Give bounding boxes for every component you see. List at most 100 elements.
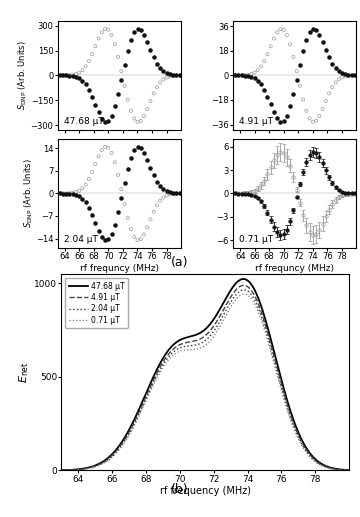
0.71 μT: [194, 346, 199, 352]
Point: [80, 77, 85, 85]
Point: [307, 28, 312, 37]
Point: [248, 72, 254, 81]
Point: [141, 230, 147, 238]
Point: [154, 59, 160, 68]
Point: [303, 107, 309, 115]
Point: [333, 64, 338, 72]
Point: [329, 59, 335, 68]
Point: [274, 28, 280, 37]
Point: [177, 189, 183, 197]
Point: [76, 192, 82, 201]
Point: [232, 71, 238, 80]
Point: [144, 156, 150, 164]
Point: [60, 71, 66, 80]
Point: [63, 189, 69, 197]
Y-axis label: $S_{\mathrm{DNP}}$ (Arb. Units): $S_{\mathrm{DNP}}$ (Arb. Units): [17, 40, 29, 110]
Y-axis label: $S_{\mathrm{DNP}}$ (Arb. Units): $S_{\mathrm{DNP}}$ (Arb. Units): [22, 159, 35, 229]
4.91 μT: [356, 467, 360, 474]
Point: [161, 67, 166, 75]
4.91 μT: [58, 467, 62, 474]
Point: [83, 80, 89, 88]
Point: [67, 190, 72, 198]
Line: 4.91 μT: 4.91 μT: [44, 285, 358, 470]
4.91 μT: [42, 467, 46, 474]
Point: [170, 71, 176, 79]
Point: [170, 72, 176, 80]
Point: [326, 89, 332, 98]
Text: (b): (b): [171, 483, 189, 496]
Point: [83, 180, 89, 189]
Point: [93, 42, 98, 50]
2.04 μT: [356, 467, 360, 474]
Point: [112, 158, 118, 166]
Point: [297, 82, 303, 90]
Point: [135, 236, 140, 245]
2.04 μT: [42, 467, 46, 474]
Point: [323, 45, 329, 54]
2.04 μT: [289, 416, 293, 422]
2.04 μT: [346, 467, 351, 473]
Point: [339, 73, 345, 82]
Point: [76, 74, 82, 82]
Point: [96, 152, 102, 160]
Point: [232, 71, 238, 80]
Point: [167, 72, 173, 81]
Point: [287, 40, 293, 49]
Point: [287, 102, 293, 111]
Point: [105, 235, 111, 244]
Point: [63, 71, 69, 80]
Point: [349, 71, 355, 80]
Point: [118, 75, 124, 84]
Point: [284, 112, 290, 120]
Point: [300, 47, 306, 55]
Point: [102, 143, 108, 151]
Point: [102, 118, 108, 126]
Point: [297, 60, 303, 69]
Point: [122, 60, 127, 69]
Point: [105, 144, 111, 152]
Point: [80, 66, 85, 74]
Point: [278, 117, 283, 126]
Point: [323, 97, 329, 105]
Point: [60, 71, 66, 80]
Point: [281, 26, 287, 34]
0.71 μT: [347, 467, 351, 474]
Point: [167, 70, 173, 79]
Point: [135, 143, 140, 151]
Point: [329, 83, 335, 92]
Point: [138, 26, 144, 34]
Point: [125, 214, 131, 222]
Point: [252, 68, 257, 77]
Text: 4.91 μT: 4.91 μT: [239, 117, 273, 126]
Point: [70, 71, 76, 79]
Point: [122, 82, 127, 90]
Point: [57, 71, 63, 80]
Point: [342, 70, 348, 79]
Point: [144, 38, 150, 46]
Point: [167, 188, 173, 196]
Point: [349, 71, 355, 79]
Point: [63, 189, 69, 197]
0.71 μT: [58, 467, 62, 474]
Point: [57, 71, 63, 80]
47.68 μT: [289, 410, 293, 416]
0.71 μT: [289, 419, 293, 425]
Point: [151, 207, 157, 216]
Point: [154, 83, 160, 92]
Point: [235, 71, 241, 80]
Point: [93, 100, 98, 109]
Point: [138, 235, 144, 244]
Point: [274, 114, 280, 123]
4.91 μT: [289, 414, 293, 420]
Point: [109, 149, 114, 157]
Point: [164, 69, 170, 78]
Point: [96, 108, 102, 116]
Point: [174, 190, 179, 198]
Point: [70, 190, 76, 198]
Point: [258, 63, 264, 71]
Point: [307, 114, 312, 123]
Point: [89, 50, 95, 58]
X-axis label: rf frequncy (MHz): rf frequncy (MHz): [80, 264, 159, 273]
2.04 μT: [58, 467, 62, 474]
Point: [161, 185, 166, 193]
